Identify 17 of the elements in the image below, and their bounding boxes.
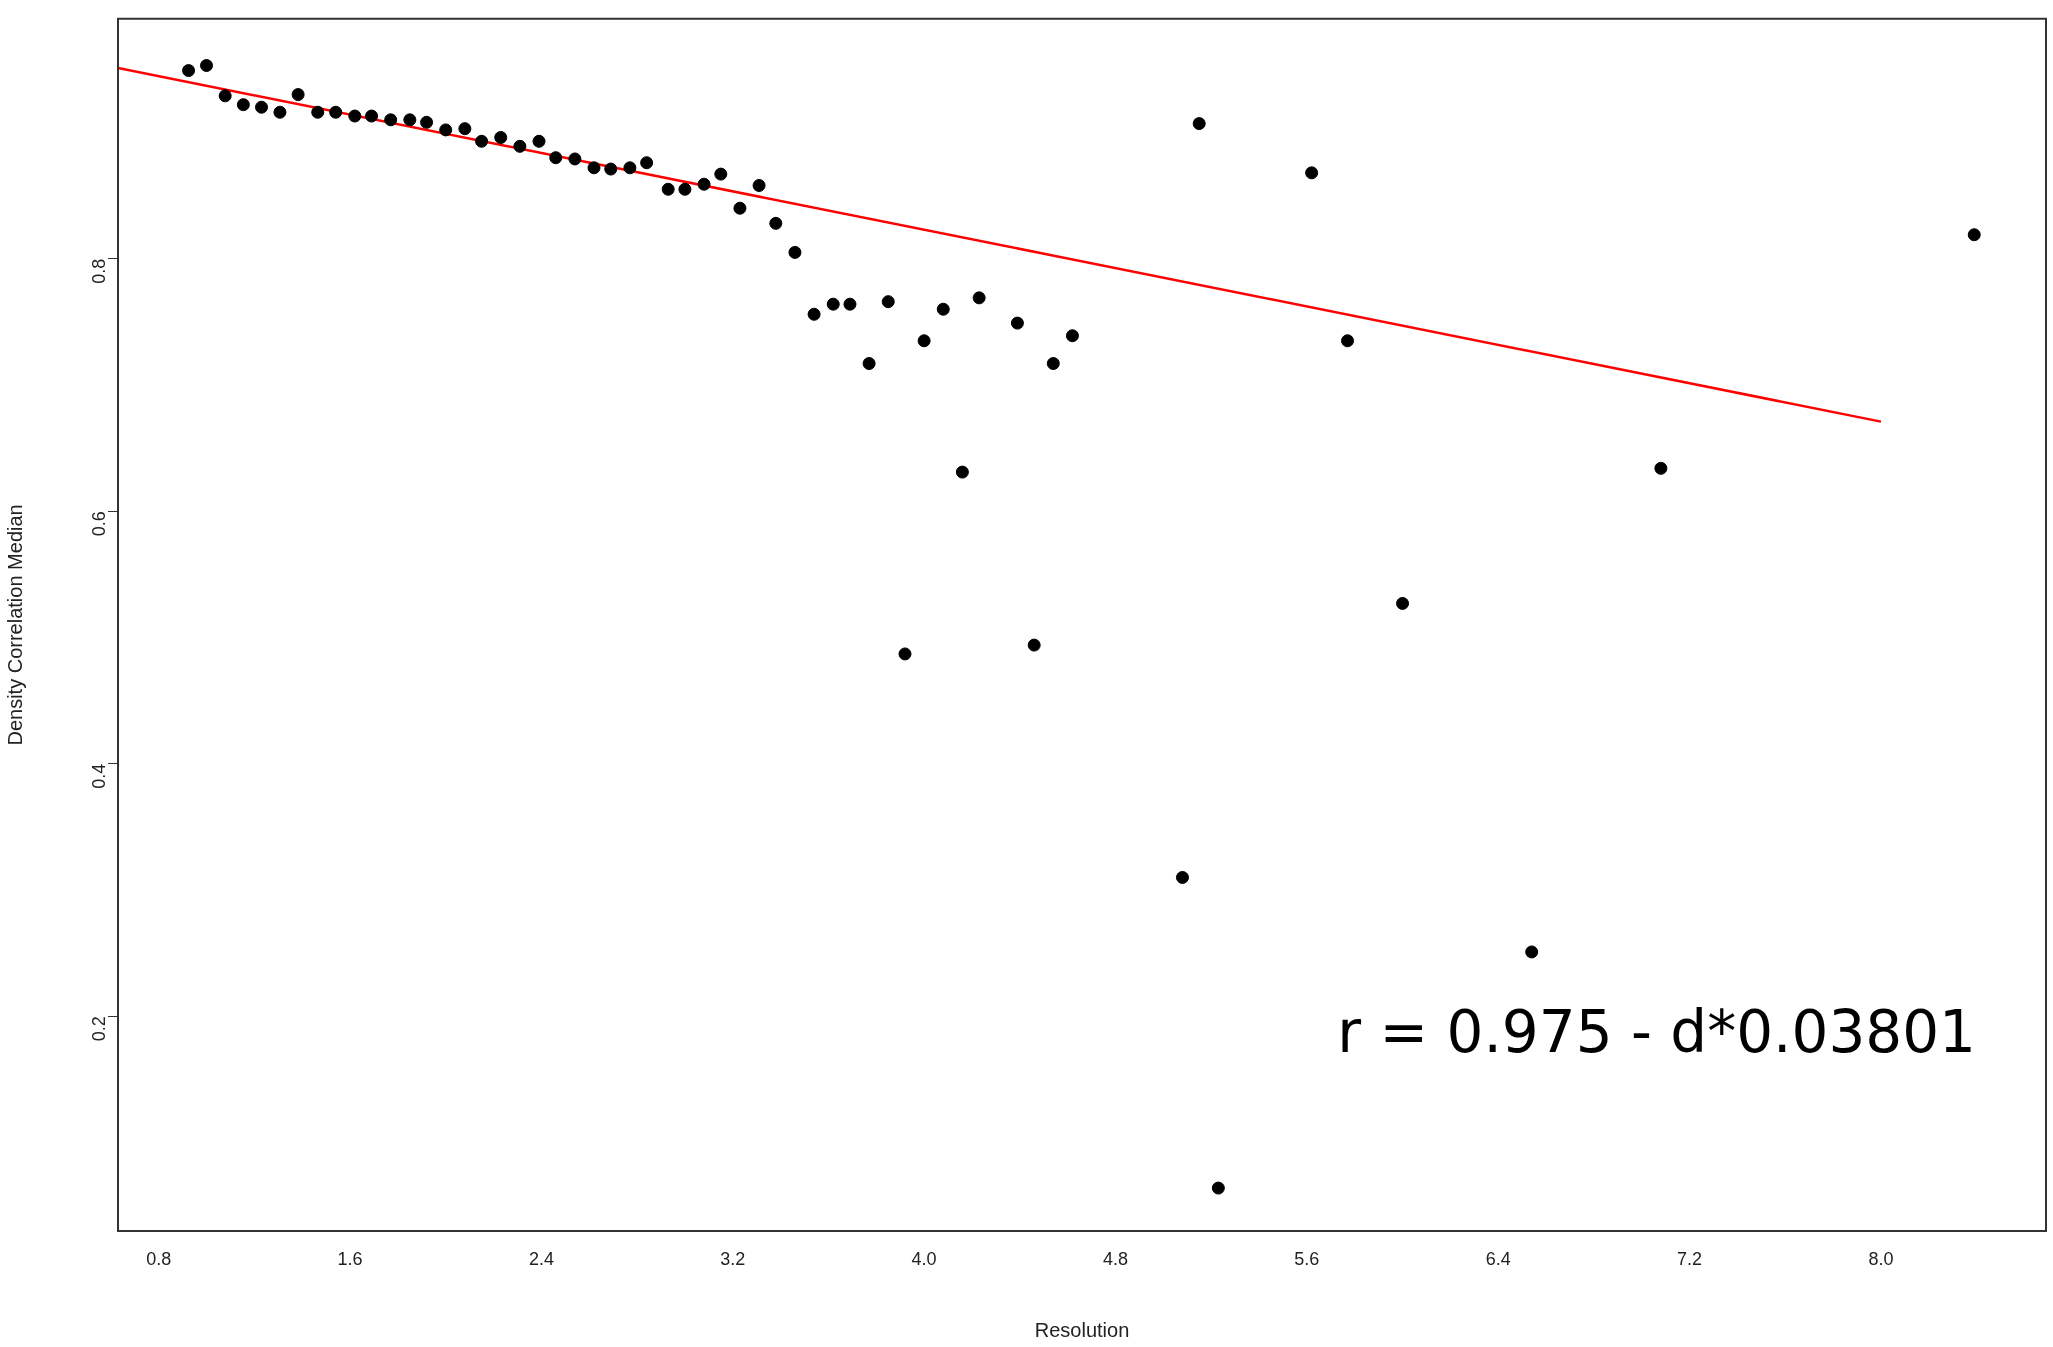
x-tick-label: 1.6 xyxy=(337,1248,363,1269)
y-tick-label: 0.4 xyxy=(88,763,109,789)
x-tick-label: 3.2 xyxy=(720,1248,746,1269)
y-tick-label: 0.2 xyxy=(88,1016,109,1042)
y-tick-label: 0.8 xyxy=(88,258,109,284)
x-tick-label: 2.4 xyxy=(528,1248,554,1269)
y-tick-label: 0.6 xyxy=(88,511,109,537)
x-tick-label: 0.8 xyxy=(146,1248,172,1269)
x-tick-label: 5.6 xyxy=(1294,1248,1320,1269)
x-tick-label: 4.8 xyxy=(1102,1248,1128,1269)
annotation: r = 0.975 - d*0.03801 xyxy=(1337,998,1976,1067)
x-axis-title: Resolution xyxy=(1034,1318,1130,1341)
x-tick-label: 4.0 xyxy=(911,1248,937,1269)
y-axis-title: Density Correlation Median xyxy=(3,504,26,746)
x-tick-label: 7.2 xyxy=(1677,1248,1703,1269)
x-tick-label: 8.0 xyxy=(1868,1248,1894,1269)
x-tick-label: 6.4 xyxy=(1485,1248,1511,1269)
